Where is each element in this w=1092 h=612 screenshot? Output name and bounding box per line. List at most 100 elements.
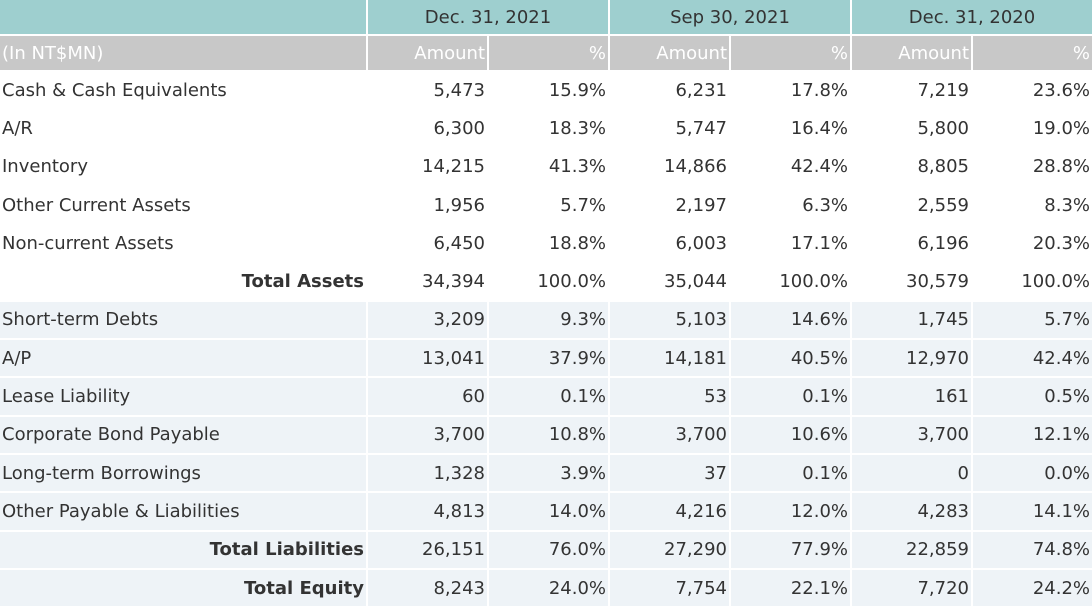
value-cell: 3,700: [368, 416, 487, 453]
column-header: Amount: [852, 36, 971, 70]
value-cell: 161: [852, 378, 971, 415]
value-cell: 14,181: [610, 340, 729, 377]
value-cell: 3,700: [610, 416, 729, 453]
column-header: Amount: [610, 36, 729, 70]
value-cell: 100.0%: [537, 271, 606, 293]
row-label: A/R: [2, 117, 33, 139]
value-cell: 12.0%: [731, 493, 850, 530]
value-cell: 3.9%: [489, 454, 608, 492]
value-cell: 4,216: [610, 493, 729, 530]
value-cell: 14.6%: [731, 301, 850, 339]
row-label: Corporate Bond Payable: [0, 416, 366, 453]
value-cell: 26,151: [368, 531, 487, 568]
value-cell: 2,559: [917, 194, 969, 216]
row-label: Total Assets: [241, 271, 364, 293]
value-cell: 12,970: [852, 340, 971, 377]
value-cell: 40.5%: [731, 340, 850, 377]
row-label: Lease Liability: [0, 378, 366, 415]
value-cell: 6,003: [675, 232, 727, 254]
value-cell: 0.5%: [973, 378, 1092, 415]
row-label: Short-term Debts: [0, 301, 366, 339]
value-cell: 24.2%: [973, 569, 1092, 607]
column-header: %: [973, 36, 1092, 70]
value-cell: 19.0%: [1032, 117, 1090, 139]
total-row: Total Equity 8,243 24.0% 7,754 22.1% 7,720 24.…: [0, 569, 1092, 607]
value-cell: 20.3%: [1032, 232, 1090, 254]
data-row: Inventory 14,215 41.3% 14,866 42.4% 8,805 28.8…: [0, 149, 1092, 185]
value-cell: 1,745: [852, 301, 971, 339]
period-header: Dec. 31, 2021: [368, 0, 608, 34]
value-cell: 41.3%: [548, 156, 606, 178]
total-row: Total Assets 34,394 100.0% 35,044 100.0% 30,5…: [0, 263, 1092, 299]
value-cell: 8,243: [368, 569, 487, 607]
value-cell: 4,283: [852, 493, 971, 530]
value-cell: 6,300: [433, 117, 485, 139]
row-label: Total Liabilities: [0, 531, 366, 568]
value-cell: 28.8%: [1032, 156, 1090, 178]
period-header: Sep 30, 2021: [610, 0, 850, 34]
value-cell: 42.4%: [790, 156, 848, 178]
value-cell: 1,956: [433, 194, 485, 216]
value-cell: 14,866: [664, 156, 727, 178]
value-cell: 7,754: [610, 569, 729, 607]
value-cell: 4,813: [368, 493, 487, 530]
value-cell: 30,579: [906, 271, 969, 293]
row-label: Long-term Borrowings: [0, 454, 366, 492]
data-row: Other Payable & Liabilities 4,813 14.0% 4,2…: [0, 493, 1092, 530]
data-row: Short-term Debts 3,209 9.3% 5,103 14.6% 1,745…: [0, 301, 1092, 339]
row-label: Other Current Assets: [2, 194, 191, 216]
data-row: Lease Liability 60 0.1% 53 0.1% 161 0.5%: [0, 378, 1092, 415]
value-cell: 7,219: [917, 79, 969, 101]
value-cell: 14.1%: [973, 493, 1092, 530]
row-label: Total Equity: [0, 569, 366, 607]
value-cell: 6,196: [917, 232, 969, 254]
value-cell: 0: [852, 454, 971, 492]
data-row: Long-term Borrowings 1,328 3.9% 37 0.1% 0 0.0%: [0, 454, 1092, 492]
value-cell: 100.0%: [779, 271, 848, 293]
value-cell: 22,859: [852, 531, 971, 568]
value-cell: 2,197: [675, 194, 727, 216]
value-cell: 35,044: [664, 271, 727, 293]
row-label: A/P: [0, 340, 366, 377]
value-cell: 15.9%: [548, 79, 606, 101]
value-cell: 6,231: [675, 79, 727, 101]
data-row: Corporate Bond Payable 3,700 10.8% 3,700 10.…: [0, 416, 1092, 453]
data-row: Cash & Cash Equivalents 5,473 15.9% 6,231 17…: [0, 72, 1092, 108]
value-cell: 76.0%: [489, 531, 608, 568]
value-cell: 74.8%: [973, 531, 1092, 568]
value-cell: 27,290: [610, 531, 729, 568]
value-cell: 0.1%: [731, 378, 850, 415]
column-header: %: [731, 36, 850, 70]
value-cell: 5,473: [433, 79, 485, 101]
value-cell: 3,700: [852, 416, 971, 453]
column-header: %: [489, 36, 608, 70]
value-cell: 5.7%: [973, 301, 1092, 339]
value-cell: 6,450: [433, 232, 485, 254]
value-cell: 18.3%: [548, 117, 606, 139]
value-cell: 24.0%: [489, 569, 608, 607]
row-label: Inventory: [2, 156, 88, 178]
value-cell: 77.9%: [731, 531, 850, 568]
data-row: A/P 13,041 37.9% 14,181 40.5% 12,970 42.4%: [0, 340, 1092, 377]
value-cell: 17.1%: [790, 232, 848, 254]
value-cell: 9.3%: [489, 301, 608, 339]
value-cell: 23.6%: [1032, 79, 1090, 101]
data-row: Non-current Assets 6,450 18.8% 6,003 17.1% 6,…: [0, 225, 1092, 261]
data-row: A/R 6,300 18.3% 5,747 16.4% 5,800 19.0%: [0, 110, 1092, 146]
value-cell: 60: [368, 378, 487, 415]
period-header-row: Dec. 31, 2021 Sep 30, 2021 Dec. 31, 2020: [0, 0, 1092, 34]
value-cell: 0.1%: [731, 454, 850, 492]
value-cell: 5.7%: [560, 194, 606, 216]
header-blank: [0, 0, 366, 34]
value-cell: 5,800: [917, 117, 969, 139]
value-cell: 53: [610, 378, 729, 415]
total-row: Total Liabilities 26,151 76.0% 27,290 77.9% 2…: [0, 531, 1092, 568]
value-cell: 5,103: [610, 301, 729, 339]
period-header: Dec. 31, 2020: [852, 0, 1092, 34]
row-label: Other Payable & Liabilities: [0, 493, 366, 530]
value-cell: 1,328: [368, 454, 487, 492]
value-cell: 42.4%: [973, 340, 1092, 377]
value-cell: 0.0%: [973, 454, 1092, 492]
value-cell: 22.1%: [731, 569, 850, 607]
